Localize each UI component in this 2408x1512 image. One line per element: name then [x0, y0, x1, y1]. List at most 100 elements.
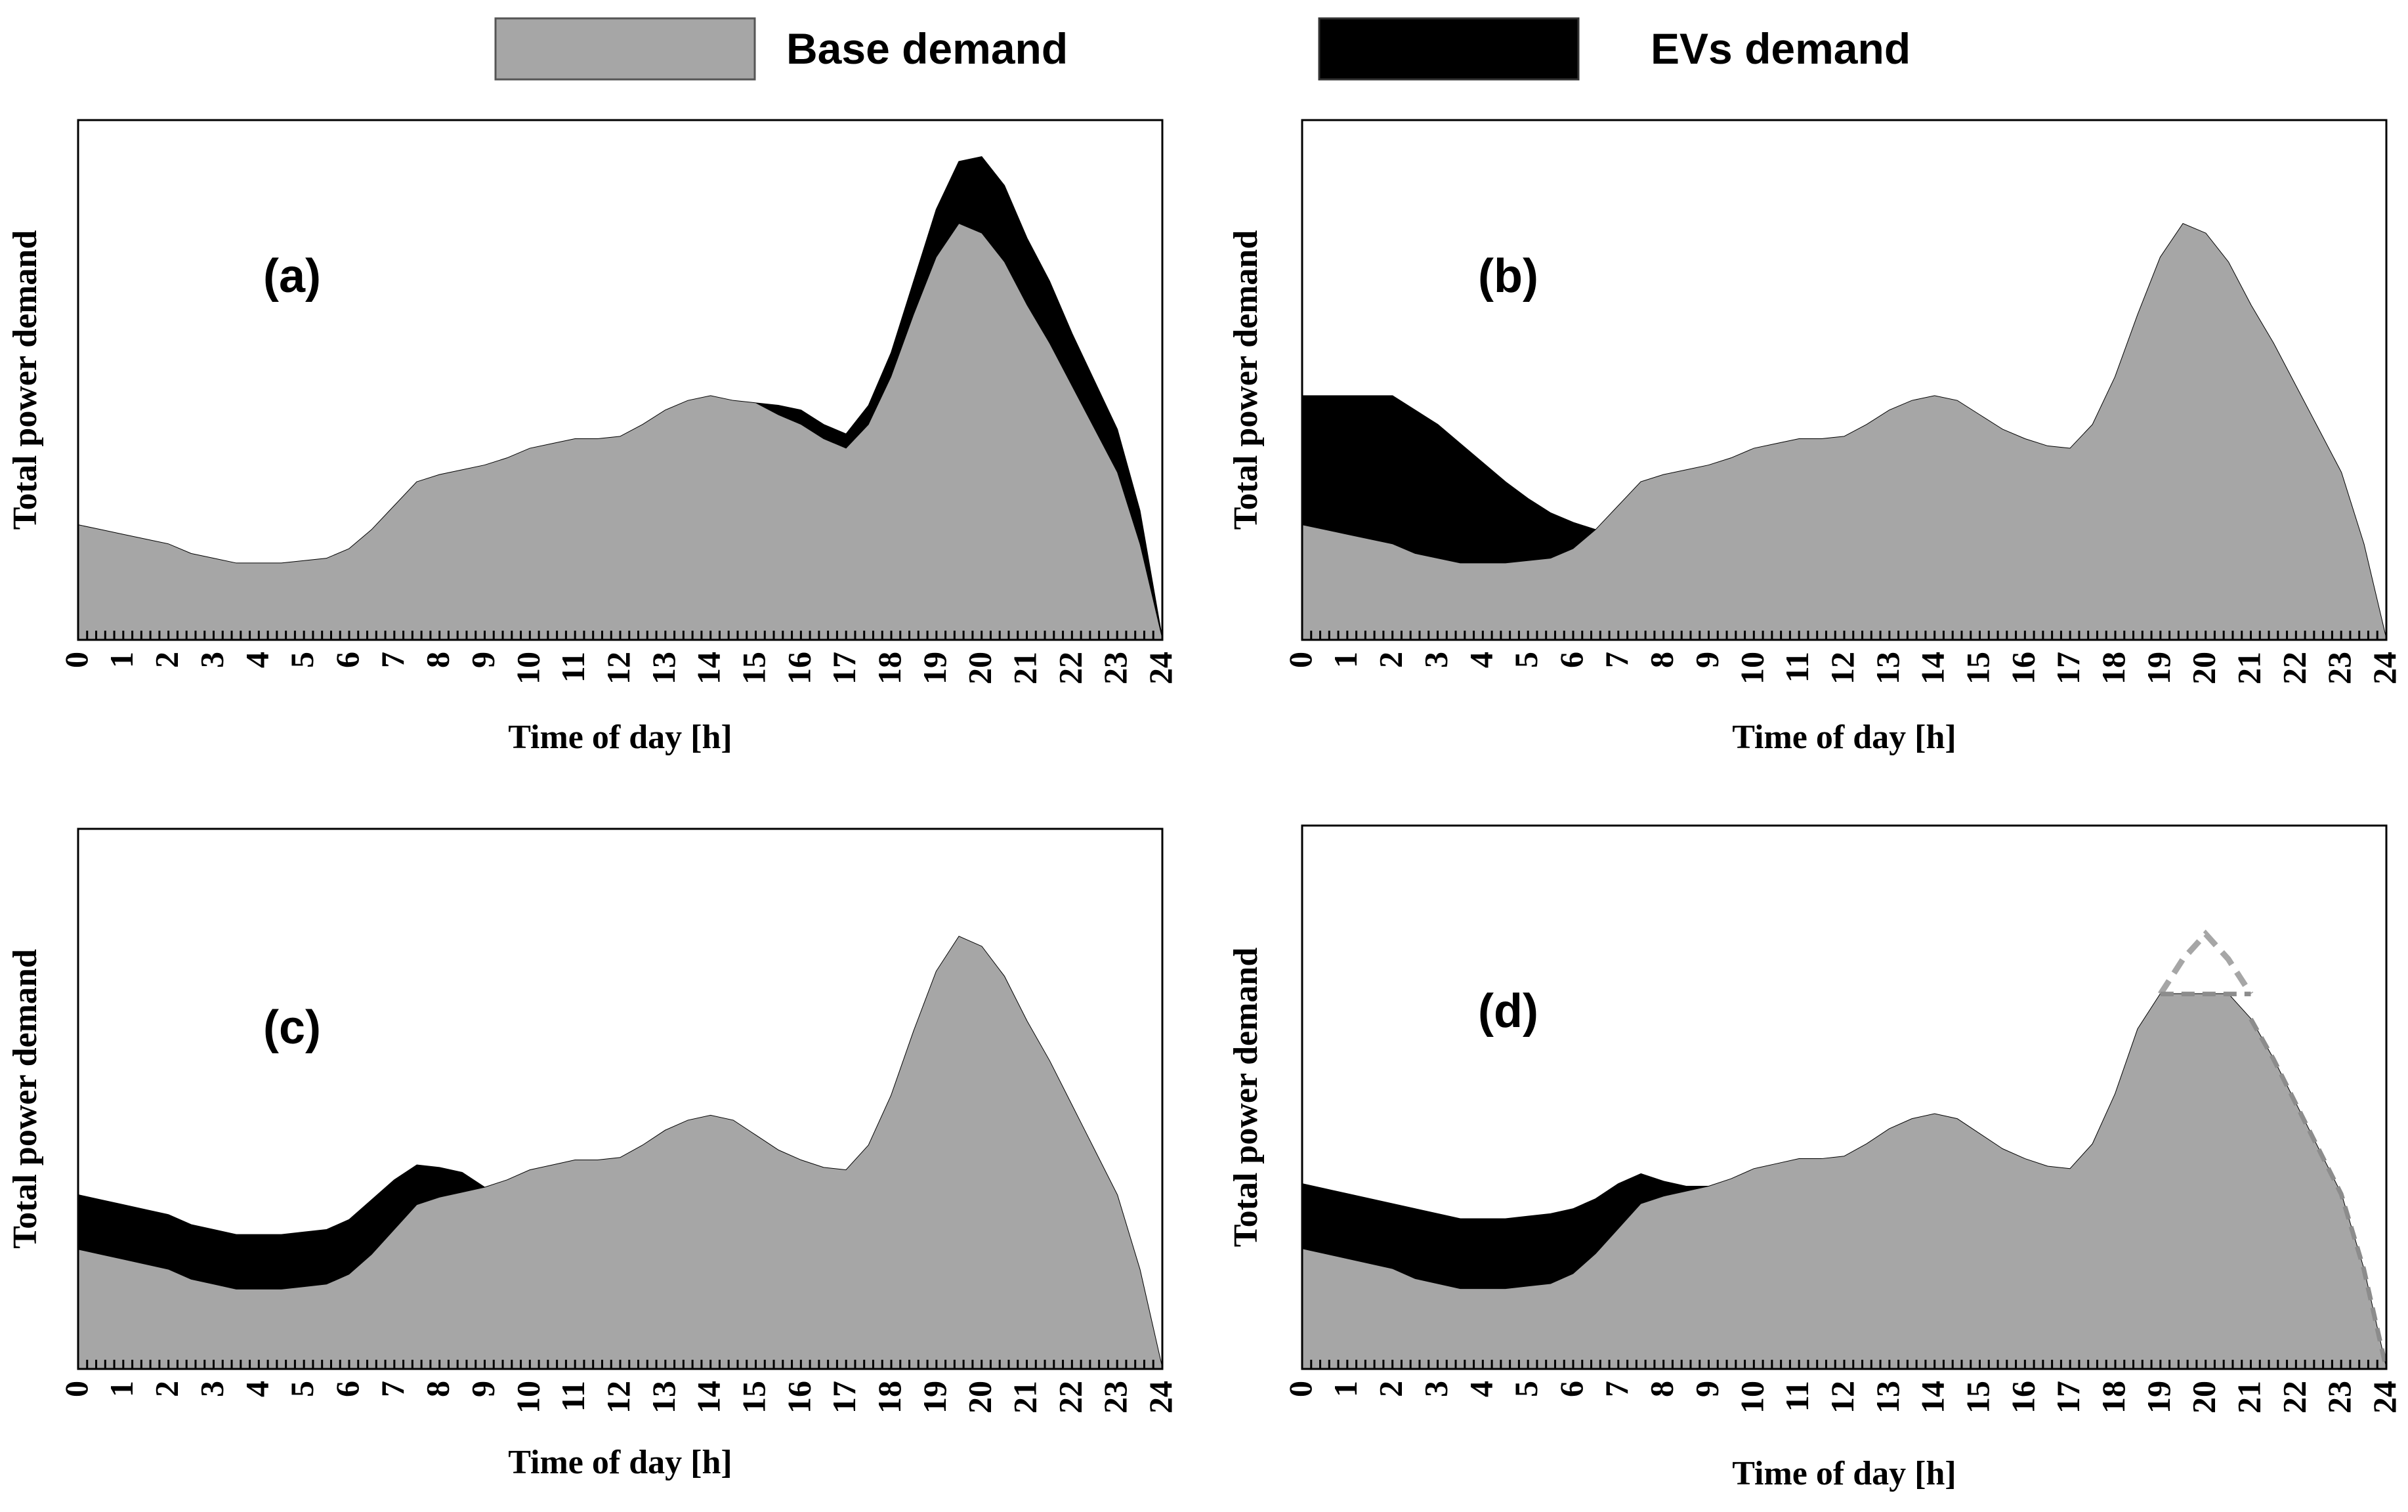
x-tick-label: 4 [238, 1381, 275, 1397]
x-tick-label: 2 [1372, 1381, 1409, 1397]
panel-label: (d) [1478, 985, 1538, 1038]
legend: Base demand EVs demand [494, 17, 1911, 81]
x-tick-label: 24 [1142, 652, 1179, 684]
x-tick-label: 16 [780, 1381, 817, 1414]
x-tick-label: 16 [780, 652, 817, 684]
x-tick-label: 17 [826, 1381, 862, 1414]
x-tick-label: 6 [329, 652, 366, 668]
x-tick-label: 12 [600, 1381, 637, 1414]
x-tick-label: 9 [465, 652, 501, 668]
x-tick-label: 10 [509, 652, 546, 684]
y-axis-label: Total power demand [7, 230, 44, 530]
x-tick-label: 1 [103, 652, 140, 668]
x-tick-label: 23 [2321, 1381, 2357, 1414]
x-tick-label: 18 [2095, 1381, 2132, 1414]
x-tick-label: 10 [509, 1381, 546, 1414]
y-axis-label: Total power demand [7, 949, 44, 1249]
x-tick-label: 6 [1553, 652, 1590, 668]
series-line-original-peak [2158, 929, 2254, 996]
x-tick-label: 3 [194, 1381, 230, 1397]
x-tick-label: 16 [2004, 1381, 2041, 1414]
minor-ticks [77, 1360, 1164, 1369]
x-tick-label: 3 [194, 652, 230, 668]
x-tick-label: 6 [1553, 1381, 1590, 1397]
x-tick-label: 0 [58, 652, 95, 668]
x-tick-label: 8 [419, 1381, 456, 1397]
x-tick-label: 11 [555, 652, 591, 682]
x-tick-label: 22 [2275, 652, 2312, 684]
x-tick-label: 0 [58, 1381, 95, 1397]
legend-swatch-ev [1318, 17, 1580, 81]
x-tick-label: 7 [1598, 652, 1635, 668]
x-tick-label: 14 [1914, 1381, 1951, 1414]
x-tick-label: 1 [103, 1381, 140, 1397]
x-tick-label: 17 [2050, 652, 2086, 684]
x-tick-label: 14 [690, 1381, 727, 1414]
x-tick-label: 20 [961, 652, 998, 684]
legend-label-ev: EVs demand [1651, 24, 1911, 73]
x-tick-label: 5 [284, 652, 320, 668]
minor-ticks [77, 631, 1164, 640]
x-tick-label: 5 [1508, 652, 1544, 668]
x-tick-label: 11 [1779, 652, 1815, 682]
x-tick-label: 17 [826, 652, 862, 684]
x-tick-label: 18 [2095, 652, 2132, 684]
x-tick-label: 24 [2366, 1381, 2403, 1414]
x-tick-label: 19 [2140, 652, 2177, 684]
x-tick-label: 2 [148, 1381, 185, 1397]
chart-panel-1: 0 1 2 3 4 5 6 7 8 9 10 11 12 13 14 15 16 17 18 19 20 21 22 23 24… [7, 119, 1179, 756]
x-tick-label: 21 [1007, 1381, 1044, 1414]
x-tick-label: 24 [1142, 1381, 1179, 1414]
x-tick-label: 1 [1327, 652, 1364, 668]
x-tick-label: 10 [1733, 652, 1770, 684]
x-tick-label: 4 [1462, 1381, 1499, 1397]
x-tick-label: 0 [1282, 1381, 1319, 1397]
series-area-base [1302, 224, 2386, 640]
x-tick-label: 9 [1689, 1381, 1725, 1397]
x-tick-label: 21 [2231, 652, 2268, 684]
x-tick-label: 4 [238, 652, 275, 668]
x-tick-label: 15 [1960, 652, 1996, 684]
series-area-base [1302, 994, 2386, 1369]
x-tick-label: 24 [2366, 652, 2403, 684]
x-tick-label: 17 [2050, 1381, 2086, 1414]
x-tick-label: 21 [2231, 1381, 2268, 1414]
x-tick-label: 3 [1418, 652, 1454, 668]
x-axis-label: Time of day [h] [508, 719, 732, 756]
x-axis-label: Time of day [h] [508, 1444, 732, 1481]
x-tick-label: 20 [961, 1381, 998, 1414]
x-tick-label: 7 [1598, 1381, 1635, 1397]
y-axis-label: Total power demand [1227, 948, 1265, 1248]
x-tick-label: 15 [736, 1381, 772, 1414]
minor-ticks [1301, 1360, 2388, 1369]
x-tick-label: 23 [2321, 652, 2357, 684]
x-tick-label: 20 [2186, 1381, 2222, 1414]
x-tick-label: 2 [1372, 652, 1409, 668]
x-tick-label: 6 [329, 1381, 366, 1397]
x-tick-label: 4 [1462, 652, 1499, 668]
x-tick-label: 14 [1914, 652, 1951, 684]
y-axis-label: Total power demand [1227, 230, 1265, 530]
x-tick-label: 2 [148, 652, 185, 668]
x-tick-label: 12 [1824, 1381, 1861, 1414]
x-tick-label: 22 [2275, 1381, 2312, 1414]
x-tick-label: 0 [1282, 652, 1319, 668]
x-tick-label: 8 [1643, 652, 1680, 668]
x-tick-label: 12 [600, 652, 637, 684]
x-tick-label: 16 [2004, 652, 2041, 684]
x-tick-label: 5 [284, 1381, 320, 1397]
x-tick-label: 20 [2186, 652, 2222, 684]
chart-panel-2: 0 1 2 3 4 5 6 7 8 9 10 11 12 13 14 15 16 17 18 19 20 21 22 23 24… [1227, 119, 2403, 756]
x-tick-label: 13 [645, 652, 682, 684]
x-tick-label: 14 [690, 652, 727, 684]
x-tick-label: 8 [1643, 1381, 1680, 1397]
x-tick-label: 3 [1418, 1381, 1454, 1397]
x-tick-label: 11 [555, 1381, 591, 1412]
x-tick-label: 23 [1097, 652, 1133, 684]
x-tick-label: 19 [916, 1381, 953, 1414]
x-tick-label: 1 [1327, 1381, 1364, 1397]
panels: 0 1 2 3 4 5 6 7 8 9 10 11 12 13 14 15 16 17 18 19 20 21 22 23 24… [7, 119, 2403, 1492]
x-tick-label: 22 [1051, 1381, 1088, 1414]
chart-panel-4: 0 1 2 3 4 5 6 7 8 9 10 11 12 13 14 15 16 17 18 19 20 21 22 23 24… [1227, 824, 2403, 1492]
